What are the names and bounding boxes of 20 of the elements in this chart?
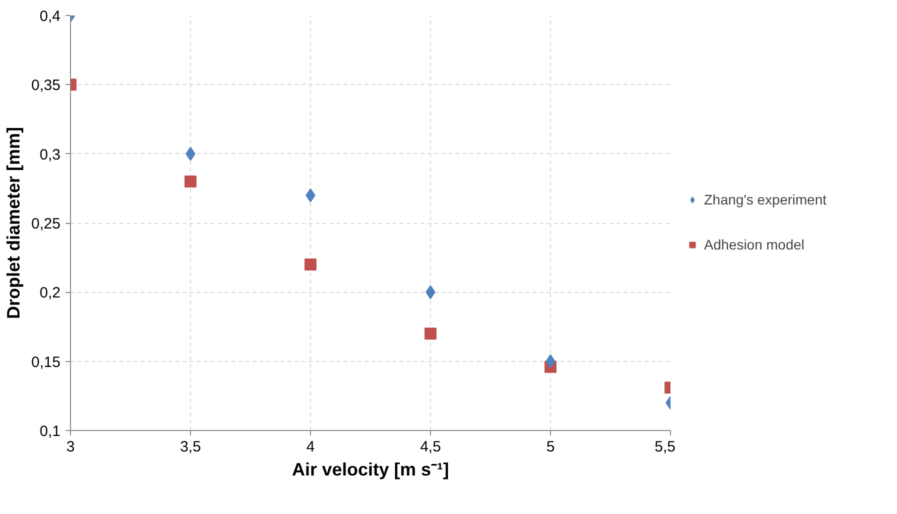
x-tick-label: 5,5 [654,438,676,456]
y-tick-label: 0,25 [31,216,61,232]
y-tick-label: 0,4 [40,8,61,25]
legend-label: Adhesion model [704,236,804,252]
point [424,328,436,340]
x-tick-label: 3 [66,438,75,456]
y-tick-label: 0,2 [40,284,61,302]
point [304,258,316,270]
y-tick-label: 0,3 [40,146,61,164]
y-tick-label: 0,1 [40,423,61,440]
y-axis-title: Droplet diameter [mm] [3,126,24,320]
x-tick-label: 4 [306,438,315,456]
point [184,176,196,188]
x-tick-label: 5 [546,438,555,456]
x-tick-label: 4,5 [420,438,441,456]
x-tick-label: 3,5 [180,438,201,456]
x-axis-title: Air velocity [m s⁻¹] [292,460,450,480]
y-tick-label: 0,35 [31,77,61,94]
legend-label: Zhang's experiment [704,191,827,207]
y-tick-label: 0,15 [31,354,61,371]
